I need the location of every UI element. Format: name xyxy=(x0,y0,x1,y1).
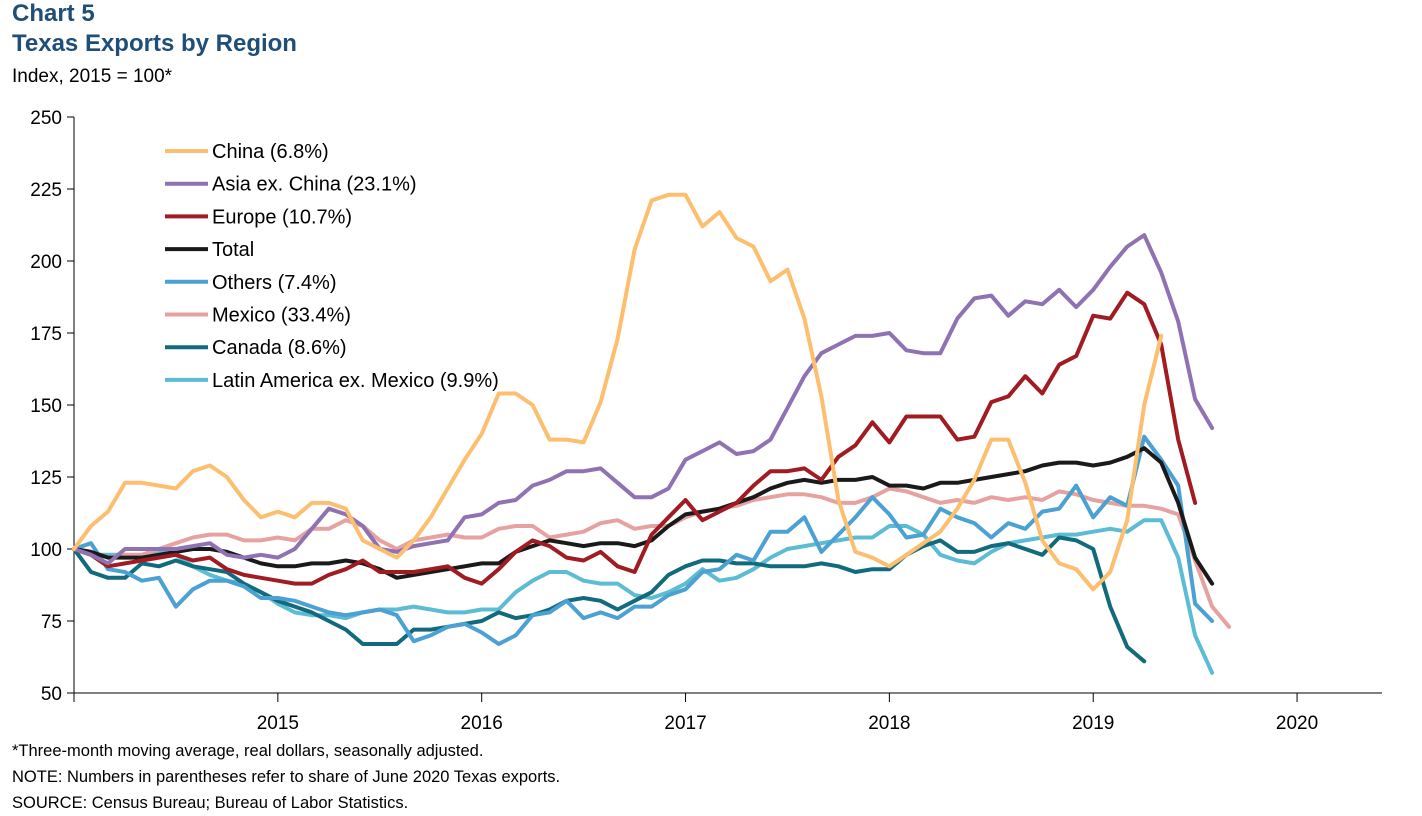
legend-label: Asia ex. China (23.1%) xyxy=(212,174,417,196)
legend-label: China (6.8%) xyxy=(212,141,329,163)
series-line xyxy=(72,434,1215,646)
y-tick-label: 250 xyxy=(30,108,62,129)
x-tick-label: 2018 xyxy=(868,713,910,734)
legend-label: Canada (8.6%) xyxy=(212,337,347,359)
series-line xyxy=(72,233,1215,566)
source-note: SOURCE: Census Bureau; Bureau of Labor S… xyxy=(12,794,409,812)
legend-label: Total xyxy=(212,239,254,261)
footnote: *Three-month moving average, real dollar… xyxy=(12,742,484,760)
chart-title: Texas Exports by Region xyxy=(12,30,297,57)
x-tick-label: 2017 xyxy=(664,713,706,734)
chart-notes: *Three-month moving average, real dollar… xyxy=(12,738,560,816)
legend-label: Latin America ex. Mexico (9.9%) xyxy=(212,370,499,392)
chart-subtitle: Index, 2015 = 100* xyxy=(12,66,173,87)
note: NOTE: Numbers in parentheses refer to sh… xyxy=(12,768,561,786)
y-tick-label: 175 xyxy=(30,324,62,345)
series-line xyxy=(72,446,1215,586)
series-line xyxy=(72,192,1164,592)
x-tick-label: 2020 xyxy=(1276,713,1318,734)
x-tick-label: 2016 xyxy=(461,713,503,734)
y-tick-label: 125 xyxy=(30,468,62,489)
legend-label: Mexico (33.4%) xyxy=(212,305,351,327)
series-line xyxy=(72,290,1198,586)
y-tick-label: 225 xyxy=(30,180,62,201)
y-tick-label: 200 xyxy=(30,252,62,273)
chart-axes: 50 75 100 125 150 175 200 225 250 2015 2016 2017 201… xyxy=(30,108,1382,734)
chart-series-lines xyxy=(72,192,1232,675)
series-line xyxy=(72,535,1147,664)
x-tick-label: 2019 xyxy=(1072,713,1114,734)
chart-number: Chart 5 xyxy=(12,0,95,27)
legend-label: Europe (10.7%) xyxy=(212,206,352,228)
y-tick-label: 75 xyxy=(41,612,62,633)
y-tick-label: 50 xyxy=(41,684,62,705)
x-tick-label: 2015 xyxy=(257,713,299,734)
chart-legend: China (6.8%) Asia ex. China (23.1%) Europe… xyxy=(165,141,499,392)
series-line xyxy=(72,486,1232,629)
legend-label: Others (7.4%) xyxy=(212,272,336,294)
y-tick-label: 100 xyxy=(30,540,62,561)
y-tick-label: 150 xyxy=(30,396,62,417)
